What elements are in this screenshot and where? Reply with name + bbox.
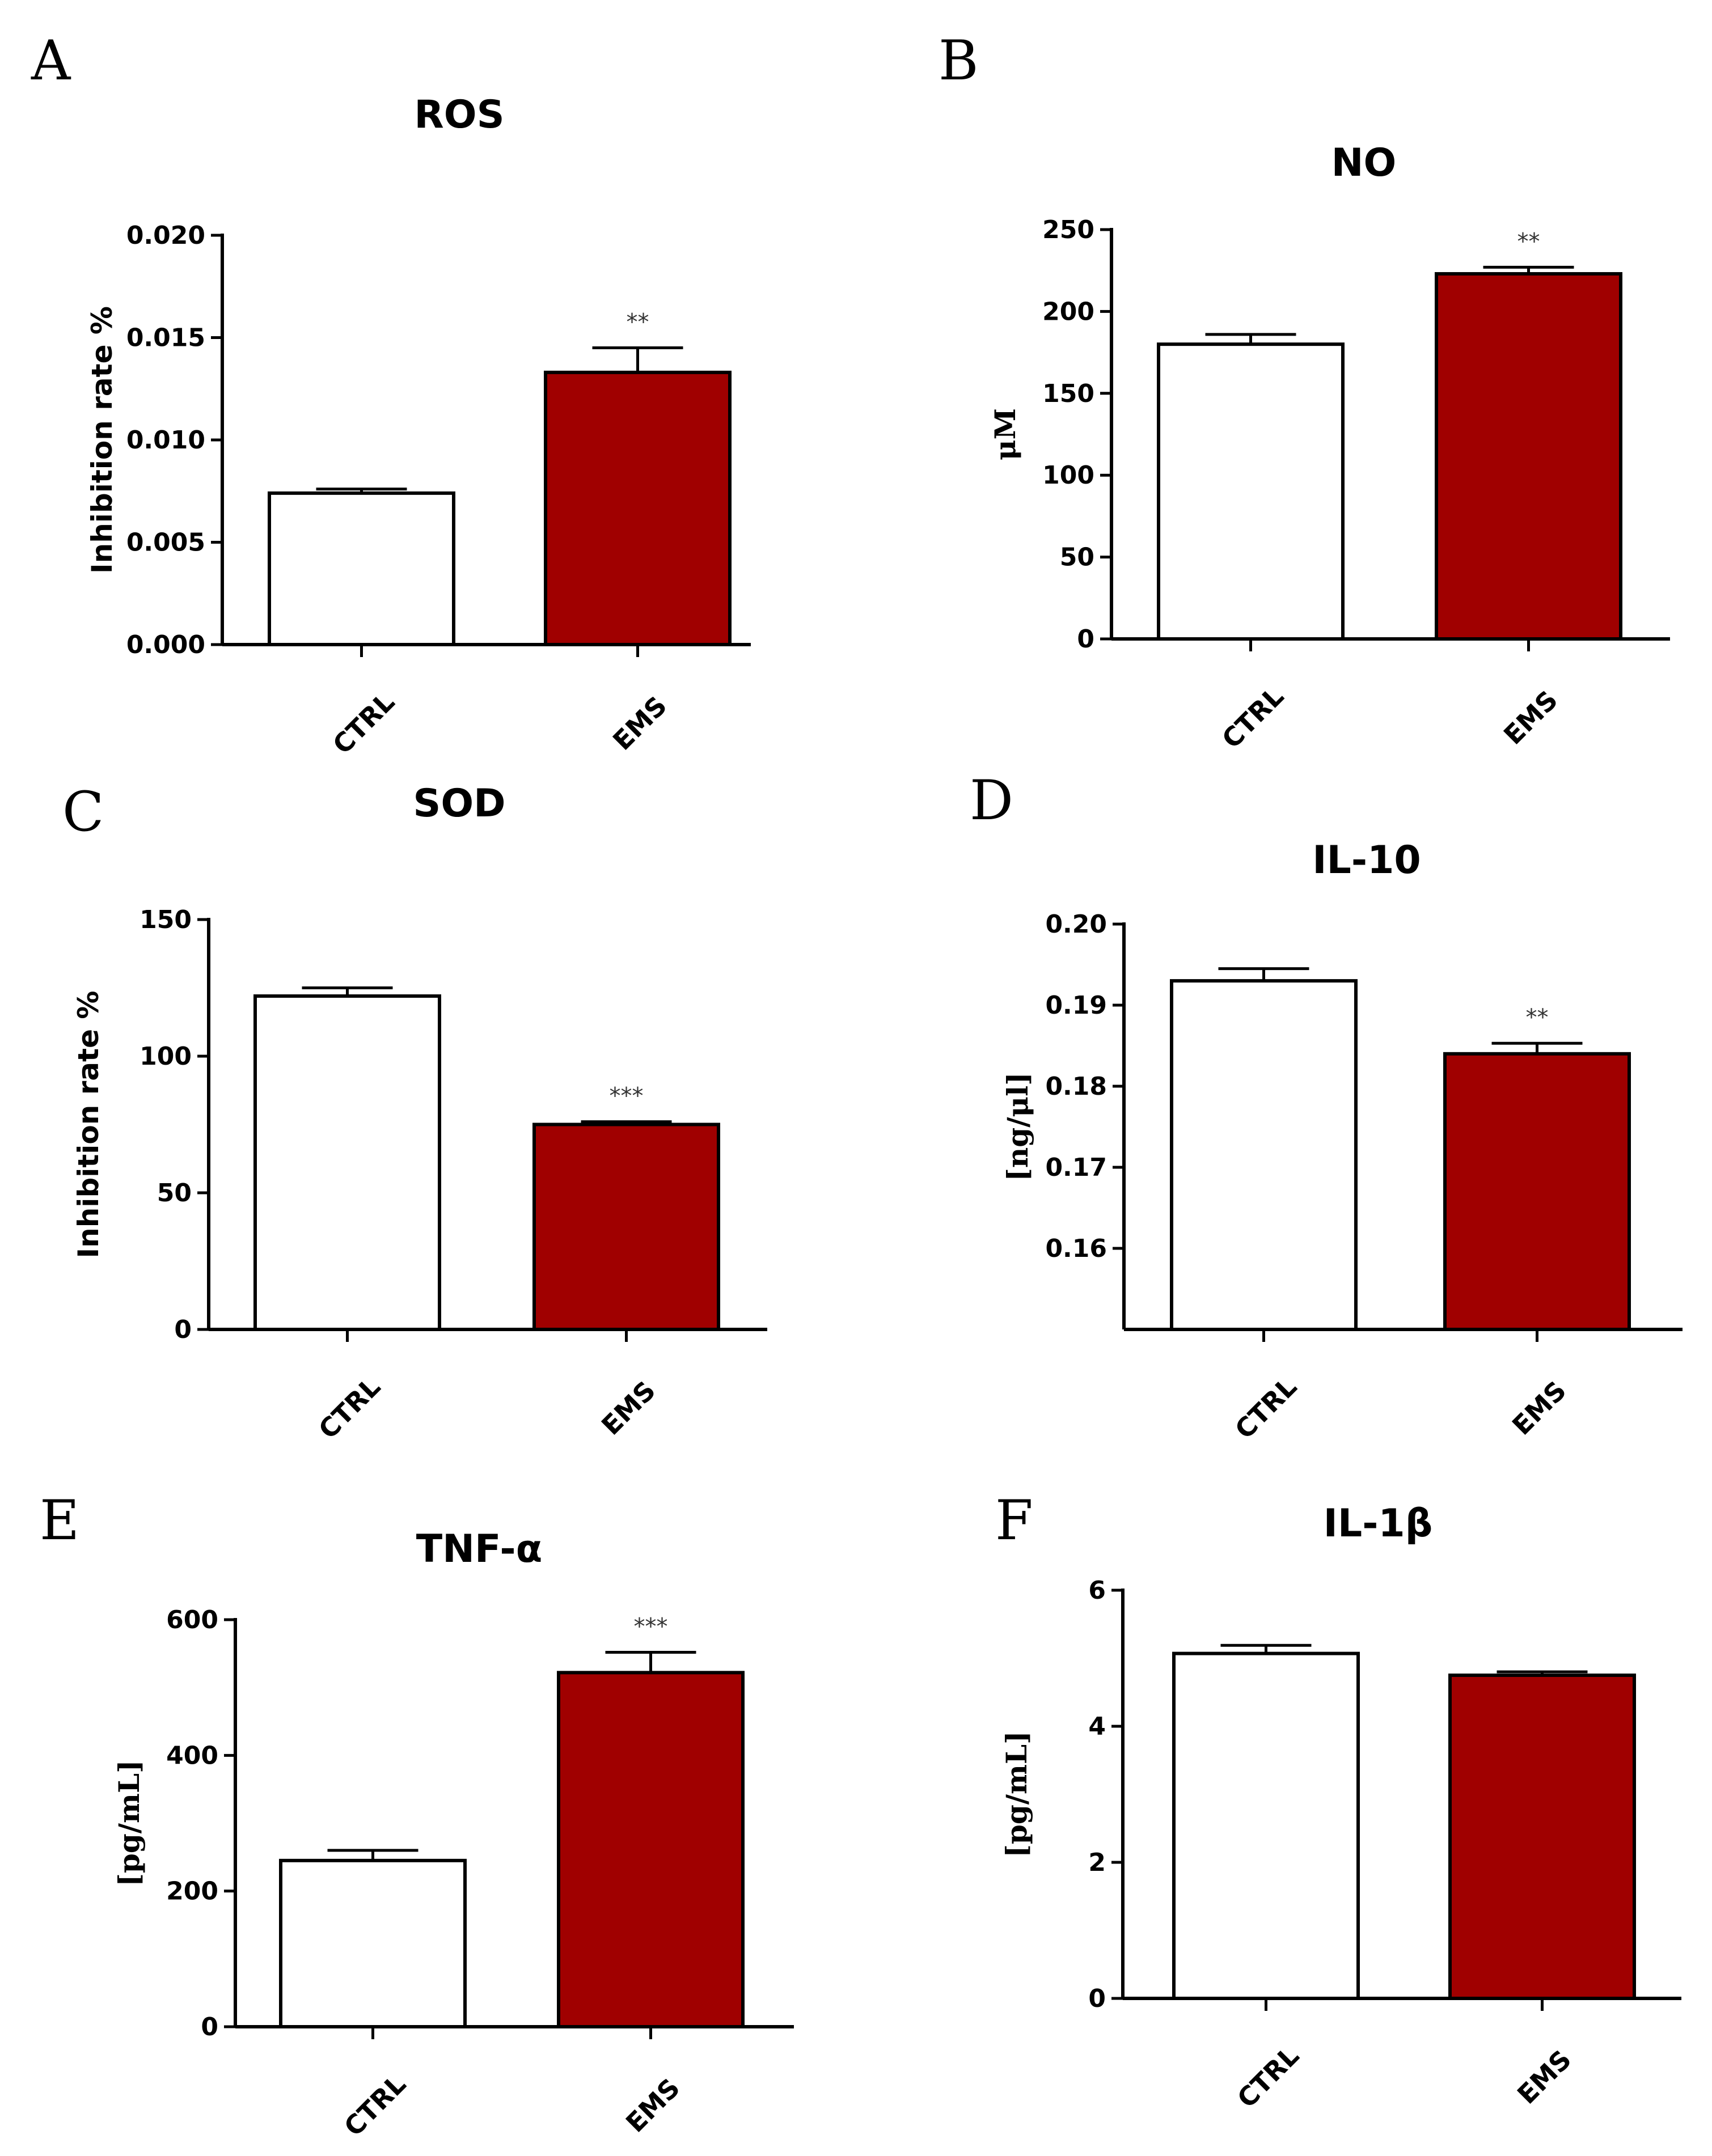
y-tick-label: 2 (1088, 1848, 1106, 1877)
chart-title: TNF-α (416, 1527, 543, 1572)
category-label-ctrl: CTRL (1229, 1371, 1303, 1445)
y-tick-label: 200 (166, 1877, 218, 1906)
y-axis-label: [pg/mL] (1000, 1731, 1033, 1858)
chart-title: NO (1331, 141, 1397, 185)
y-tick-label: 0.16 (1045, 1234, 1107, 1263)
panel-letter: E (40, 1489, 79, 1552)
bar-ctrl (279, 1858, 467, 2028)
y-tick-label: 0 (201, 2013, 218, 2041)
panel-letter: C (62, 780, 104, 844)
y-tick-label: 400 (166, 1741, 218, 1770)
y-tick-label: 6 (1088, 1576, 1106, 1605)
y-tick-label: 0 (1077, 625, 1094, 654)
panel-letter: B (939, 29, 979, 92)
y-axis-label: [pg/mL] (112, 1760, 146, 1887)
significance-marker: ** (1526, 1005, 1549, 1031)
chart-panel-b: B NO 0 50 100 150 200 250 μM CTRL EMS ** (939, 29, 1670, 755)
significance-marker: *** (610, 1083, 644, 1109)
panel-letter: F (995, 1489, 1033, 1552)
y-tick-label: 150 (1042, 379, 1094, 408)
bar-ems (532, 1123, 720, 1331)
significance-marker: *** (634, 1613, 668, 1640)
significance-marker: ** (1517, 228, 1540, 255)
y-tick-label: 150 (140, 905, 192, 934)
bar-ctrl (1170, 979, 1358, 1331)
panel-letter: A (31, 29, 71, 92)
bar-ems (1435, 272, 1622, 641)
chart-title: IL-1β (1324, 1501, 1433, 1546)
y-tick-label: 100 (1042, 461, 1094, 490)
bar-ctrl (1157, 342, 1345, 641)
panel-letter: D (970, 769, 1013, 832)
y-tick-label: 0.015 (126, 324, 205, 353)
bar-ems (544, 370, 732, 646)
chart-panel-e: E TNF-α 0 200 400 600 [pg/mL] CTRL EMS *** (40, 1489, 794, 2142)
y-tick-label: 0 (174, 1315, 192, 1344)
bar-ems (1448, 1674, 1636, 2000)
category-label-ems: EMS (1511, 2044, 1577, 2110)
bar-ems (1443, 1052, 1631, 1332)
category-label-ctrl: CTRL (327, 687, 400, 760)
bar-ems (557, 1671, 745, 2029)
chart-panel-a: A ROS 0.000 0.005 0.010 0.015 0.020 Inhibition … (31, 29, 751, 760)
chart-panel-f: F IL-1β 0 2 4 6 [pg/mL] CTRL EMS (995, 1489, 1681, 2114)
y-tick-label: 0.000 (126, 630, 205, 659)
category-label-ctrl: CTRL (312, 1371, 386, 1445)
y-axis-label: Inhibition rate % (86, 306, 119, 574)
y-tick-label: 100 (140, 1042, 192, 1071)
y-tick-label: 0.010 (126, 426, 205, 455)
category-label-ctrl: CTRL (338, 2069, 412, 2142)
y-tick-label: 0.19 (1045, 991, 1107, 1020)
category-label-ctrl: CTRL (1216, 681, 1290, 755)
category-label-ctrl: CTRL (1231, 2040, 1305, 2114)
category-label-ems: EMS (595, 1375, 661, 1441)
y-tick-label: 0 (1088, 1984, 1106, 2013)
bar-ctrl (1172, 1651, 1360, 2001)
y-tick-label: 0.020 (126, 221, 205, 250)
y-tick-label: 50 (157, 1179, 192, 1208)
chart-title: IL-10 (1312, 838, 1421, 883)
y-tick-label: 0.20 (1045, 910, 1107, 939)
category-label-ems: EMS (1506, 1375, 1572, 1441)
y-axis-label: Inhibition rate % (72, 991, 105, 1259)
chart-panel-d: D IL-10 0.16 0.17 0.18 0.19 0.20 [ng/μl] CTRL EMS… (970, 769, 1683, 1445)
significance-marker: ** (627, 310, 649, 336)
chart-title: ROS (414, 92, 504, 137)
category-label-ems: EMS (607, 691, 673, 756)
y-tick-label: 50 (1060, 543, 1094, 572)
y-tick-label: 0.17 (1045, 1153, 1107, 1182)
chart-title: SOD (413, 781, 505, 826)
category-label-ems: EMS (1498, 685, 1563, 751)
y-axis-label: [ng/μl] (1001, 1072, 1034, 1181)
bar-ctrl (253, 994, 441, 1331)
chart-panel-c: C SOD 0 50 100 150 Inhibition rate % CTRL EMS *** (62, 780, 767, 1445)
y-tick-label: 250 (1042, 215, 1094, 244)
y-tick-label: 4 (1088, 1712, 1106, 1741)
y-tick-label: 200 (1042, 297, 1094, 326)
category-label-ems: EMS (620, 2073, 686, 2138)
y-tick-label: 0.005 (126, 528, 205, 557)
y-tick-label: 600 (166, 1606, 218, 1634)
y-axis-label: μM (988, 408, 1022, 460)
y-tick-label: 0.18 (1045, 1072, 1107, 1101)
bar-ctrl (268, 491, 455, 646)
